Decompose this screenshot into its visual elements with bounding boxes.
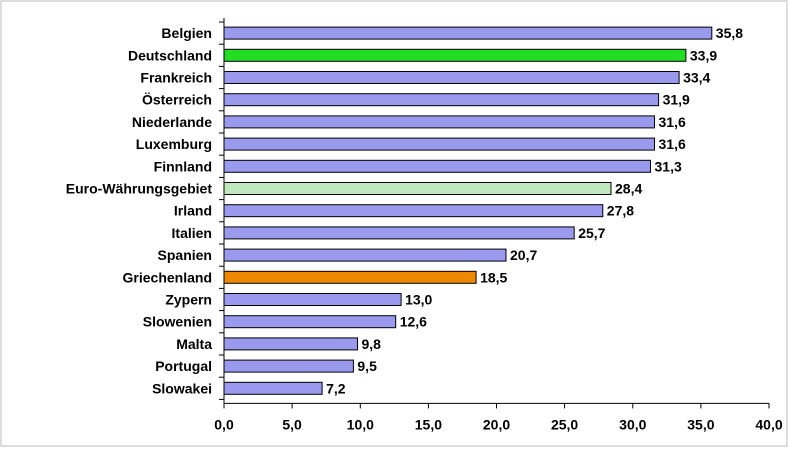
category-label-13: Slowenien	[143, 314, 212, 330]
bar-4	[223, 115, 655, 129]
bar-13	[223, 315, 397, 329]
category-label-12: Zypern	[165, 292, 212, 308]
category-label-3: Österreich	[142, 92, 212, 108]
x-tick-label-6: 30,0	[619, 416, 646, 432]
value-label-14: 9,8	[362, 336, 382, 352]
value-label-10: 20,7	[510, 247, 537, 263]
x-tick-label-5: 25,0	[551, 416, 578, 432]
value-label-2: 33,4	[683, 70, 710, 86]
value-label-3: 31,9	[663, 92, 690, 108]
x-tick-label-0: 0,0	[214, 416, 234, 432]
category-label-11: Griechenland	[123, 269, 212, 285]
bar-11	[223, 270, 477, 284]
bar-5	[223, 137, 655, 151]
category-label-0: Belgien	[161, 25, 212, 41]
x-tick-label-2: 10,0	[347, 416, 374, 432]
x-tick-label-3: 15,0	[415, 416, 442, 432]
value-label-15: 9,5	[357, 358, 377, 374]
value-label-12: 13,0	[405, 292, 432, 308]
x-tick-label-4: 20,0	[483, 416, 510, 432]
x-tick-label-7: 35,0	[687, 416, 714, 432]
value-label-0: 35,8	[716, 25, 743, 41]
bar-2	[223, 71, 680, 84]
bar-10	[223, 248, 507, 262]
value-label-4: 31,6	[659, 114, 686, 130]
category-label-6: Finnland	[154, 158, 212, 174]
value-label-6: 31,3	[655, 158, 682, 174]
value-label-13: 12,6	[400, 314, 427, 330]
category-label-15: Portugal	[155, 358, 212, 374]
category-label-4: Niederlande	[132, 114, 212, 130]
category-label-14: Malta	[176, 336, 212, 352]
bar-1	[223, 48, 687, 62]
bar-8	[223, 204, 604, 218]
x-tick-label-1: 5,0	[282, 416, 302, 432]
value-label-8: 27,8	[607, 203, 634, 219]
category-label-2: Frankreich	[140, 70, 212, 86]
category-label-5: Luxemburg	[136, 136, 212, 152]
x-tick-label-8: 40,0	[755, 416, 782, 432]
value-label-9: 25,7	[578, 225, 605, 241]
value-label-1: 33,9	[690, 47, 717, 63]
bar-15	[223, 359, 354, 373]
value-label-11: 18,5	[480, 269, 507, 285]
category-label-16: Slowakei	[152, 380, 212, 396]
bar-16	[223, 381, 323, 395]
category-label-1: Deutschland	[128, 47, 212, 63]
bar-6	[223, 159, 651, 173]
value-label-7: 28,4	[615, 181, 642, 197]
category-label-10: Spanien	[158, 247, 212, 263]
bar-7	[223, 182, 612, 195]
bar-12	[223, 293, 402, 306]
bar-9	[223, 226, 575, 240]
category-label-9: Italien	[172, 225, 212, 241]
bar-3	[223, 93, 660, 107]
value-label-5: 31,6	[659, 136, 686, 152]
category-label-8: Irland	[174, 203, 212, 219]
category-label-7: Euro-Währungsgebiet	[66, 181, 213, 197]
bar-0	[223, 26, 713, 40]
value-label-16: 7,2	[326, 380, 346, 396]
bar-14	[223, 337, 358, 351]
